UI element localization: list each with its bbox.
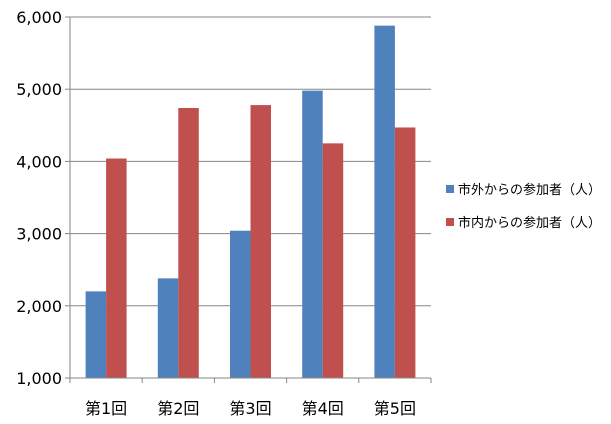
legend: 市外からの参加者（人） 市内からの参加者（人） xyxy=(446,182,601,231)
bar xyxy=(178,107,199,379)
x-category-label: 第2回 xyxy=(157,399,199,418)
bar xyxy=(250,105,271,379)
x-category-label: 第3回 xyxy=(229,399,271,418)
legend-swatch xyxy=(446,218,454,226)
x-category-label: 第5回 xyxy=(374,399,416,418)
y-tick-label: 2,000 xyxy=(16,297,62,316)
bar xyxy=(157,278,179,378)
y-tick-label: 1,000 xyxy=(16,369,62,388)
x-axis-category-labels: 第1回 第2回 第3回 第4回 第5回 xyxy=(85,399,416,418)
bar xyxy=(85,291,107,378)
axes xyxy=(65,16,432,383)
legend-swatch xyxy=(446,185,454,193)
bar xyxy=(230,230,251,378)
bar xyxy=(374,25,395,378)
y-tick-label: 3,000 xyxy=(16,225,62,244)
legend-label: 市内からの参加者（人） xyxy=(458,215,601,231)
y-axis-tick-labels: 1,000 2,000 3,000 4,000 5,000 6,000 xyxy=(16,8,62,388)
bars xyxy=(85,25,416,379)
bar xyxy=(106,158,127,378)
x-category-label: 第4回 xyxy=(302,399,344,418)
bar xyxy=(394,127,416,378)
bar xyxy=(302,90,323,379)
x-category-label: 第1回 xyxy=(85,399,127,418)
legend-label: 市外からの参加者（人） xyxy=(458,182,601,198)
bar xyxy=(322,143,344,378)
y-tick-label: 4,000 xyxy=(16,152,62,171)
y-tick-label: 6,000 xyxy=(16,8,62,27)
y-tick-label: 5,000 xyxy=(16,80,62,99)
